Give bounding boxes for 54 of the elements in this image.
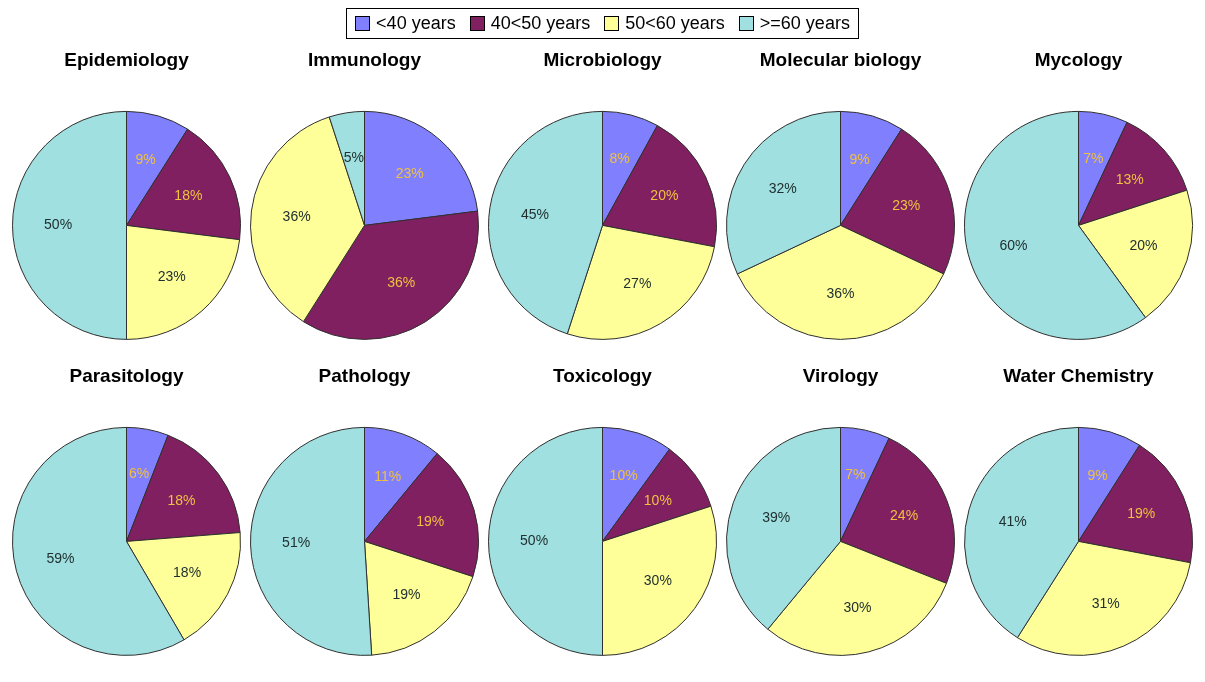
legend-label: <40 years: [376, 13, 456, 34]
data-label: 50%: [44, 216, 73, 233]
data-label: 19%: [1127, 505, 1156, 522]
data-label: 19%: [392, 586, 421, 603]
data-label: 13%: [1115, 171, 1144, 188]
chart-title: Water Chemistry: [1003, 364, 1155, 386]
data-label: 18%: [174, 187, 203, 204]
chart-title: Molecular biology: [759, 48, 922, 70]
data-label: 23%: [395, 164, 424, 181]
chart-title: Toxicology: [553, 364, 653, 386]
legend-label: >=60 years: [759, 13, 850, 34]
data-label: 8%: [609, 150, 630, 167]
data-label: 41%: [998, 513, 1027, 530]
data-label: 24%: [890, 507, 919, 524]
data-label: 18%: [173, 563, 202, 580]
data-label: 9%: [1087, 466, 1108, 483]
data-label: 45%: [520, 205, 549, 222]
data-label: 10%: [609, 467, 638, 484]
data-label: 20%: [650, 187, 679, 204]
data-label: 50%: [520, 532, 549, 549]
data-label: 23%: [157, 267, 186, 284]
chart-title: Virology: [802, 364, 879, 386]
data-label: 36%: [387, 274, 416, 291]
data-label: 60%: [999, 237, 1028, 254]
legend-label: 50<60 years: [625, 13, 725, 34]
data-label: 7%: [845, 465, 866, 482]
chart-title: Parasitology: [69, 364, 184, 386]
data-label: 5%: [343, 148, 364, 165]
data-label: 7%: [1083, 149, 1104, 166]
data-label: 23%: [892, 197, 921, 214]
data-label: 39%: [762, 509, 791, 526]
data-label: 32%: [768, 179, 797, 196]
data-label: 19%: [416, 513, 445, 530]
chart-title: Pathology: [318, 364, 411, 386]
data-label: 9%: [849, 150, 870, 167]
data-label: 20%: [1129, 237, 1158, 254]
data-label: 10%: [643, 492, 672, 509]
data-label: 59%: [46, 550, 75, 567]
data-label: 27%: [623, 275, 652, 292]
chart-title: Mycology: [1034, 48, 1123, 70]
data-label: 30%: [643, 572, 672, 589]
data-label: 6%: [129, 465, 150, 482]
data-label: 18%: [167, 491, 196, 508]
data-label: 9%: [135, 150, 156, 167]
legend-label: 40<50 years: [490, 13, 591, 34]
text: Epidemiology: [64, 48, 190, 70]
data-label: 11%: [374, 467, 402, 484]
data-label: 36%: [282, 207, 311, 224]
data-label: 51%: [282, 534, 311, 551]
chart-title: Microbiology: [543, 48, 663, 70]
chart-title: Immunology: [308, 48, 422, 70]
data-label: 30%: [843, 598, 872, 615]
data-label: 31%: [1091, 595, 1120, 612]
data-label: 36%: [826, 284, 855, 301]
